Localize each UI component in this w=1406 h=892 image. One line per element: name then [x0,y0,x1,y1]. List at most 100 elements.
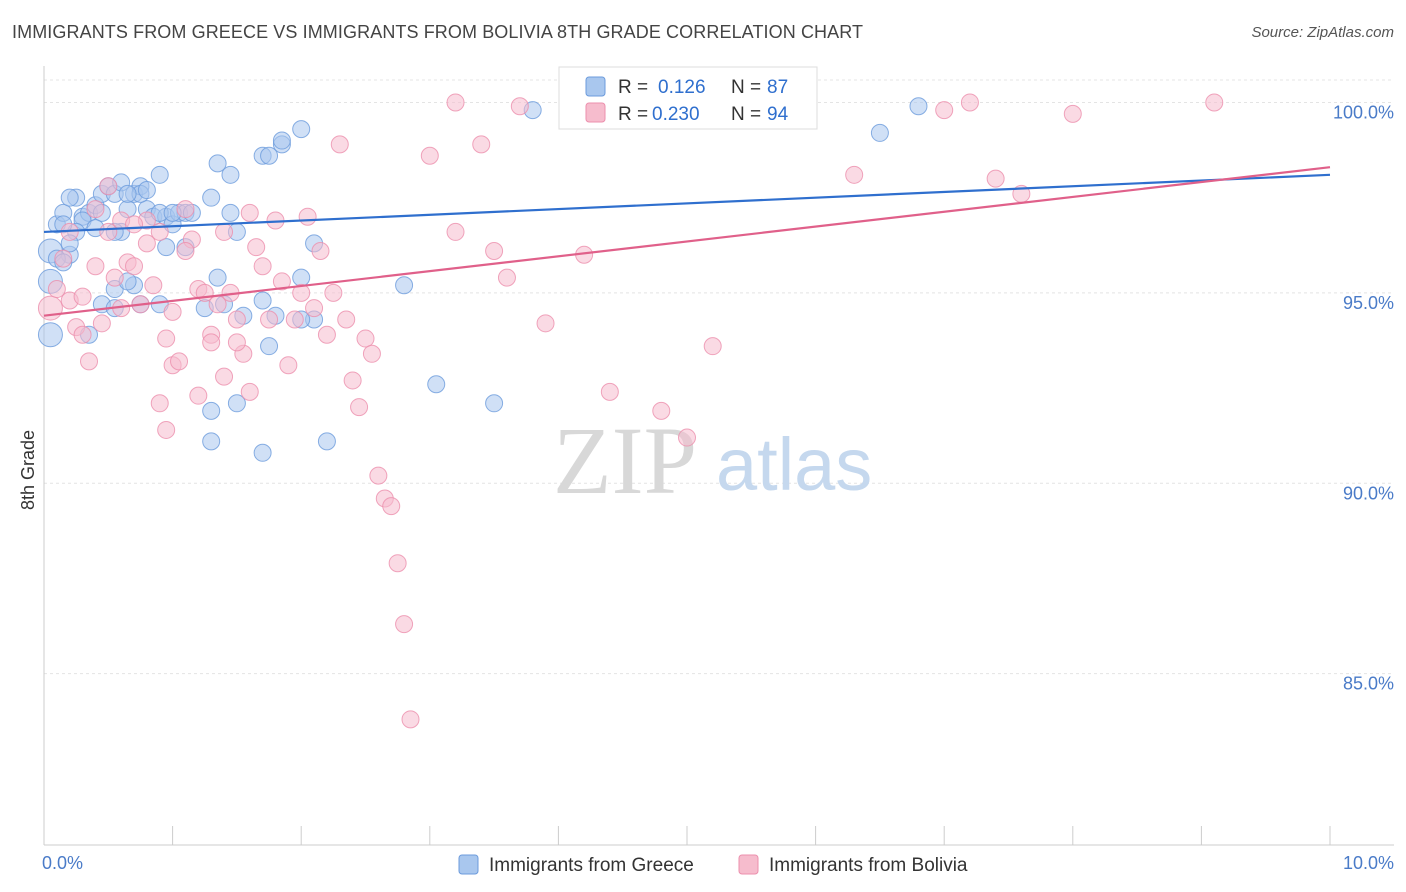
bolivia-point-33 [253,257,272,276]
bolivia-point-79 [86,200,105,219]
bolivia-point-13 [125,257,144,276]
greece-point-43 [221,165,240,184]
bolivia-point-84 [99,177,118,196]
greece-point-75 [395,276,414,295]
greece-point-47 [221,203,240,222]
greece-point-44 [208,154,227,173]
bolivia-point-0 [37,295,63,321]
greece-point-59 [227,394,246,413]
bolivia-point-48 [350,398,369,417]
watermark-zip: ZIP [553,407,697,514]
bolivia-point-82 [163,302,182,321]
bolivia-point-31 [240,203,259,222]
greece-point-17 [150,165,169,184]
bolivia-point-74 [1205,93,1224,112]
bolivia-point-39 [292,283,311,302]
stats-r-label-greece: R = [618,77,648,98]
trend-lines [43,166,1331,317]
bolivia-point-46 [337,310,356,329]
bolivia-point-20 [170,352,189,371]
stats-legend: R = 0.126 N = 87 R = 0.230 N = 94 [558,66,818,130]
x-tick-label-0: 0.0% [42,853,83,873]
greece-point-55 [202,401,221,420]
bolivia-point-65 [652,401,671,420]
bolivia-point-76 [510,97,529,116]
bolivia-point-81 [137,234,156,253]
greece-point-78 [485,394,504,413]
greece-point-84 [870,123,889,142]
bolivia-point-51 [369,466,388,485]
bolivia-point-27 [215,222,234,241]
bolivia-point-36 [272,272,291,291]
bolivia-point-64 [600,382,619,401]
stats-r-value-bolivia: 0.230 [652,104,700,125]
y-axis-title: 8th Grade [18,430,38,510]
greece-point-85 [909,97,928,116]
watermark: ZIP atlas [553,407,872,514]
greece-point-72 [292,268,311,287]
greece-point-58 [317,432,336,451]
bolivia-point-38 [285,310,304,329]
y-tick-label-2: 95.0% [1343,293,1394,313]
stats-legend-swatch-greece [585,76,606,97]
bolivia-point-70 [960,93,979,112]
bolivia-point-68 [845,165,864,184]
bolivia-point-66 [678,428,696,447]
greece-point-41 [208,268,227,287]
bolivia-point-8 [92,314,111,333]
chart-title: IMMIGRANTS FROM GREECE VS IMMIGRANTS FRO… [12,22,864,42]
bolivia-point-61 [497,268,516,287]
bottom-legend: Immigrants from Greece Immigrants from B… [458,854,968,876]
stats-n-label-bolivia: N = [731,104,761,125]
bolivia-point-54 [388,554,407,573]
x-tick-label-1: 10.0% [1343,853,1394,873]
greece-point-31 [118,184,137,203]
bolivia-point-49 [356,329,375,348]
bolivia-point-90 [202,333,221,352]
greece-point-28 [60,188,79,207]
bolivia-point-43 [317,325,336,344]
bolivia-point-67 [703,337,722,356]
bolivia-point-10 [105,268,124,287]
greece-point-34 [202,188,221,207]
bolivia-point-47 [343,371,362,390]
stats-n-value-greece: 87 [767,77,788,98]
greece-point-50 [272,131,291,150]
greece-point-52 [253,291,272,310]
bolivia-trend-line [43,166,1331,317]
bolivia-point-86 [150,394,169,413]
source-attribution: Source: ZipAtlas.com [1251,24,1394,41]
greece-point-54 [260,337,279,356]
stats-legend-swatch-bolivia [585,102,606,123]
bolivia-point-37 [279,356,298,375]
bolivia-point-5 [73,325,92,344]
bolivia-point-50 [362,344,381,363]
greece-point-38 [157,238,176,257]
bolivia-point-58 [446,222,465,241]
y-tick-labels: 85.0% 90.0% 95.0% 100.0% [1333,102,1394,693]
bolivia-point-73 [1063,104,1082,123]
bolivia-point-91 [215,367,234,386]
bolivia-point-18 [157,329,176,348]
greece-point-32 [137,181,156,200]
bolivia-point-92 [227,333,246,352]
stats-n-value-bolivia: 94 [767,104,789,125]
y-tick-label-0: 85.0% [1343,674,1394,694]
bolivia-point-88 [176,241,195,260]
bolivia-point-45 [330,135,349,154]
bolivia-point-9 [99,222,118,241]
bolivia-point-16 [144,276,163,295]
bolivia-point-85 [125,215,144,234]
bolivia-point-1 [47,280,66,299]
bolivia-point-6 [80,352,99,371]
bolivia-point-71 [986,169,1005,188]
bolivia-point-55 [395,615,414,634]
greece-point-86 [37,322,63,348]
bolivia-point-53 [382,497,401,516]
legend-swatch-greece [458,854,479,875]
bolivia-point-83 [73,287,92,306]
legend-swatch-bolivia [738,854,759,875]
bolivia-point-77 [446,93,465,112]
legend-label-bolivia: Immigrants from Bolivia [769,855,968,876]
